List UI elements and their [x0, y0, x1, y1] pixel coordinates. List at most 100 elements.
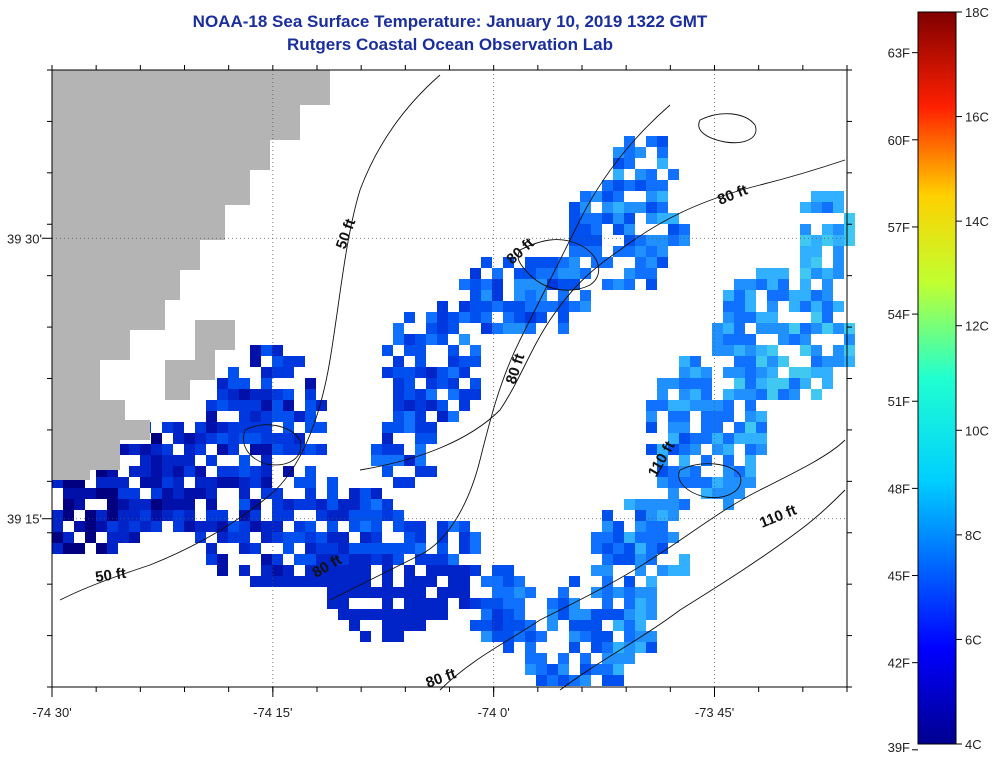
- sst-pixel: [811, 290, 822, 301]
- sst-pixel: [404, 576, 415, 587]
- sst-pixel: [624, 609, 635, 620]
- sst-pixel: [206, 433, 217, 444]
- sst-pixel: [228, 400, 239, 411]
- sst-pixel: [173, 433, 184, 444]
- sst-pixel: [349, 565, 360, 576]
- sst-pixel: [635, 565, 646, 576]
- sst-pixel: [360, 631, 371, 642]
- sst-pixel: [195, 422, 206, 433]
- sst-pixel: [547, 609, 558, 620]
- sst-pixel: [547, 664, 558, 675]
- sst-pixel: [74, 499, 85, 510]
- sst-pixel: [756, 444, 767, 455]
- sst-pixel: [327, 499, 338, 510]
- sst-pixel: [107, 543, 118, 554]
- sst-pixel: [382, 510, 393, 521]
- sst-pixel: [250, 576, 261, 587]
- sst-pixel: [195, 488, 206, 499]
- sst-pixel: [701, 400, 712, 411]
- sst-pixel: [426, 598, 437, 609]
- sst-pixel: [613, 543, 624, 554]
- sst-pixel: [668, 499, 679, 510]
- sst-pixel: [514, 268, 525, 279]
- sst-pixel: [63, 499, 74, 510]
- sst-pixel: [250, 389, 261, 400]
- sst-pixel: [239, 455, 250, 466]
- sst-pixel: [558, 664, 569, 675]
- sst-pixel: [756, 312, 767, 323]
- sst-pixel: [393, 422, 404, 433]
- sst-pixel: [657, 477, 668, 488]
- sst-pixel: [217, 532, 228, 543]
- sst-pixel: [371, 510, 382, 521]
- sst-pixel: [712, 488, 723, 499]
- sst-pixel: [316, 510, 327, 521]
- sst-pixel: [349, 620, 360, 631]
- sst-pixel: [283, 565, 294, 576]
- sst-pixel: [382, 433, 393, 444]
- sst-pixel: [624, 598, 635, 609]
- sst-pixel: [272, 444, 283, 455]
- sst-pixel: [206, 422, 217, 433]
- sst-pixel: [184, 521, 195, 532]
- sst-pixel: [470, 389, 481, 400]
- sst-pixel: [723, 345, 734, 356]
- sst-pixel: [778, 290, 789, 301]
- sst-pixel: [525, 664, 536, 675]
- sst-pixel: [371, 554, 382, 565]
- sst-pixel: [514, 620, 525, 631]
- sst-pixel: [294, 444, 305, 455]
- sst-pixel: [800, 268, 811, 279]
- sst-pixel: [327, 477, 338, 488]
- sst-pixel: [52, 521, 63, 532]
- sst-pixel: [316, 532, 327, 543]
- sst-pixel: [558, 675, 569, 686]
- sst-pixel: [503, 609, 514, 620]
- sst-pixel: [591, 620, 602, 631]
- sst-pixel: [415, 422, 426, 433]
- sst-pixel: [712, 444, 723, 455]
- sst-pixel: [613, 180, 624, 191]
- sst-pixel: [514, 301, 525, 312]
- sst-pixel: [734, 367, 745, 378]
- sst-pixel: [349, 576, 360, 587]
- sst-pixel: [646, 400, 657, 411]
- sst-pixel: [426, 323, 437, 334]
- sst-pixel: [173, 510, 184, 521]
- sst-pixel: [459, 334, 470, 345]
- colorbar-fahrenheit-label: 60F: [888, 133, 910, 148]
- sst-pixel: [261, 411, 272, 422]
- sst-pixel: [668, 400, 679, 411]
- sst-pixel: [646, 510, 657, 521]
- sst-pixel: [492, 587, 503, 598]
- sst-pixel: [833, 202, 844, 213]
- sst-pixel: [382, 345, 393, 356]
- sst-pixel: [393, 510, 404, 521]
- sst-pixel: [492, 620, 503, 631]
- sst-pixel: [261, 378, 272, 389]
- sst-pixel: [591, 213, 602, 224]
- sst-pixel: [723, 433, 734, 444]
- sst-pixel: [569, 213, 580, 224]
- sst-pixel: [448, 587, 459, 598]
- sst-pixel: [228, 378, 239, 389]
- sst-pixel: [184, 499, 195, 510]
- sst-pixel: [173, 422, 184, 433]
- sst-pixel: [602, 279, 613, 290]
- sst-pixel: [470, 268, 481, 279]
- sst-pixel: [723, 499, 734, 510]
- sst-pixel: [382, 466, 393, 477]
- map-ticks: [42, 65, 852, 697]
- sst-pixel: [646, 191, 657, 202]
- sst-pixel: [459, 279, 470, 290]
- sst-pixel: [789, 301, 800, 312]
- sst-pixel: [140, 466, 151, 477]
- sst-pixel: [470, 279, 481, 290]
- sst-pixel: [437, 378, 448, 389]
- sst-pixel: [107, 521, 118, 532]
- sst-pixel: [129, 499, 140, 510]
- sst-pixel: [162, 444, 173, 455]
- sst-pixel: [778, 356, 789, 367]
- sst-pixel: [701, 411, 712, 422]
- sst-pixel: [52, 543, 63, 554]
